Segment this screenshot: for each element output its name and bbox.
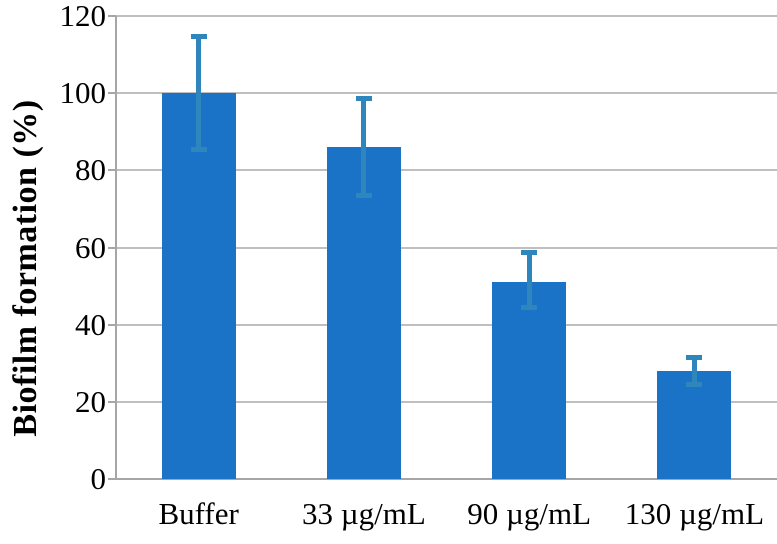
- y-gridline: [116, 92, 777, 95]
- y-tick-mark: [108, 92, 116, 95]
- error-bar-cap-bottom: [686, 382, 703, 388]
- y-tick-label: 40: [75, 306, 106, 342]
- error-bar-cap-top: [190, 34, 207, 40]
- error-bar-cap-top: [686, 354, 703, 360]
- bar: [161, 93, 236, 479]
- y-tick-mark: [108, 478, 116, 480]
- y-gridline: [116, 323, 777, 326]
- y-tick-label: 0: [90, 461, 107, 496]
- error-bar-cap-bottom: [190, 147, 207, 153]
- error-bar-whisker: [361, 97, 367, 198]
- error-bar-whisker: [691, 355, 697, 387]
- x-category-label: 90 µg/mL: [467, 496, 592, 531]
- y-gridline: [116, 169, 777, 172]
- y-gridline: [116, 15, 777, 17]
- y-tick-label: 120: [59, 0, 107, 33]
- y-tick-mark: [108, 323, 116, 326]
- y-tick-label: 100: [59, 75, 107, 111]
- y-tick-label: 80: [75, 152, 106, 188]
- y-tick-label: 60: [75, 229, 106, 265]
- y-tick-mark: [108, 246, 116, 249]
- x-category-label: Buffer: [158, 496, 239, 531]
- x-category-label: 130 µg/mL: [624, 496, 765, 531]
- y-tick-mark: [108, 400, 116, 403]
- y-axis-line: [115, 16, 117, 479]
- error-bar-cap-bottom: [355, 193, 372, 199]
- x-category-label: 33 µg/mL: [301, 496, 426, 531]
- error-bar-whisker: [526, 251, 532, 310]
- error-bar-whisker: [196, 35, 202, 152]
- bar: [492, 282, 567, 479]
- y-tick-label: 20: [75, 383, 106, 419]
- error-bar-cap-bottom: [521, 305, 538, 311]
- error-bar-cap-top: [355, 96, 372, 102]
- y-tick-mark: [108, 169, 116, 172]
- bar: [657, 370, 732, 479]
- error-bar-cap-top: [521, 250, 538, 256]
- y-tick-mark: [108, 15, 116, 17]
- y-gridline: [116, 400, 777, 403]
- y-gridline: [116, 246, 777, 249]
- x-axis-line: [115, 478, 777, 480]
- bar: [326, 147, 401, 479]
